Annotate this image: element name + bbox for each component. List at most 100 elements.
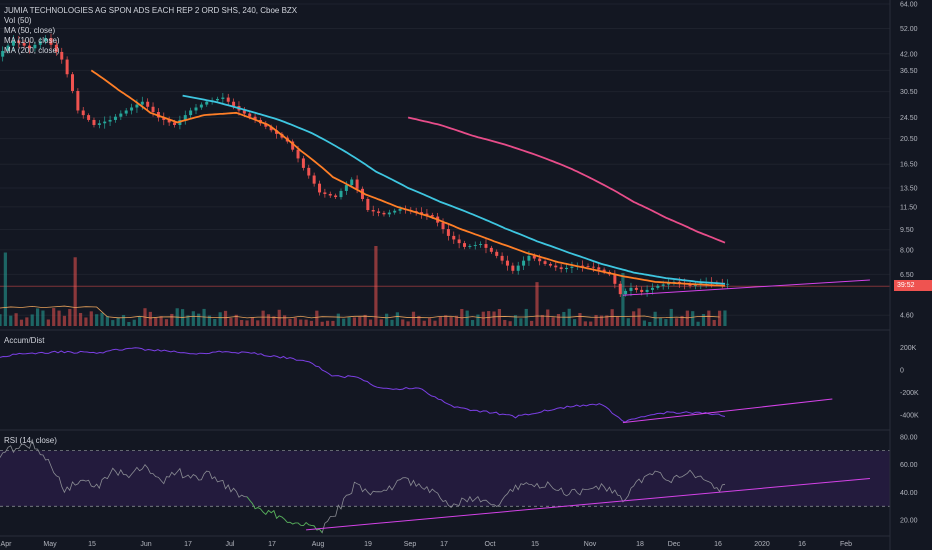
candle-body [618, 283, 622, 295]
accum-tick-label: -200K [900, 390, 919, 397]
volume-bar [293, 317, 297, 326]
accum-pane[interactable]: 200K 0 -200K -400K [0, 345, 919, 424]
time-axis[interactable]: Apr May 15 Jun 17 Jul 17 Aug 19 Sep 17 Oct 15 Nov 18 De… [1, 541, 853, 548]
candle-body [54, 44, 58, 52]
price-axis[interactable]: 64.00 52.00 42.00 36.50 30.50 24.50 20.50 16.50… [900, 2, 918, 320]
price-tick-label: 6.50 [900, 272, 914, 279]
candle-body [500, 255, 504, 261]
candle-body [565, 267, 569, 270]
volume-bar [309, 320, 314, 326]
volume-bar [605, 315, 609, 326]
volume-bar [583, 321, 587, 326]
volume-bar [385, 313, 389, 326]
rsi-legend[interactable]: RSI (14, close) [4, 436, 57, 446]
candle-body [382, 212, 386, 215]
volume-bar [470, 320, 475, 326]
candle-body [452, 235, 456, 240]
volume-bar [186, 315, 190, 326]
volume-bar [191, 311, 195, 326]
candle-body [328, 193, 332, 196]
candle-body [103, 121, 107, 124]
volume-bar [57, 310, 61, 326]
candle-body [726, 283, 730, 285]
price-trendline[interactable] [622, 279, 870, 296]
volume-bar [685, 310, 689, 326]
candle-body [183, 115, 187, 120]
volume-bar [52, 308, 56, 326]
rsi-trendline[interactable] [306, 477, 870, 531]
candle-body [264, 123, 268, 127]
candle-body [393, 210, 397, 213]
rsi-axis[interactable]: 80.00 60.00 40.00 20.00 [900, 434, 918, 524]
candle-body [355, 179, 359, 189]
legend-ma50[interactable]: MA (50, close) [4, 26, 56, 35]
candle-body [489, 247, 493, 252]
candle-body [113, 116, 117, 120]
volume-bar [218, 312, 222, 326]
volume-bar [406, 321, 410, 326]
candle-body [135, 104, 139, 108]
rsi-band [0, 450, 890, 507]
volume-bar [454, 315, 459, 326]
candle-body [65, 59, 69, 75]
volume-bar [62, 315, 67, 326]
price-pane[interactable]: 64.00 52.00 42.00 36.50 30.50 24.50 20.50 16.50… [0, 2, 918, 327]
candle-body [554, 265, 558, 268]
time-tick-label: May [43, 541, 57, 548]
candle-body [586, 266, 590, 267]
candle-body [70, 74, 74, 91]
volume-bar [390, 319, 394, 326]
candle-body [232, 101, 236, 107]
volume-bar [170, 313, 174, 326]
time-tick-label: 17 [268, 541, 276, 548]
candle-body [44, 38, 48, 42]
chart-legend: JUMIA TECHNOLOGIES AG SPON ADS EACH REP … [4, 6, 297, 56]
candle-body [92, 119, 96, 125]
rsi-title: RSI (14, close) [4, 436, 57, 445]
volume-bar [626, 318, 630, 326]
candle-body [81, 110, 85, 116]
candle-body [248, 113, 252, 117]
volume-bar [621, 272, 625, 326]
volume-bar [261, 310, 265, 326]
volume-bar [701, 314, 706, 326]
candle-body [425, 213, 429, 216]
candle-body [1, 51, 5, 57]
time-tick-label: 19 [364, 541, 372, 548]
volume-bar [535, 282, 539, 326]
rsi-pane[interactable]: 80.00 60.00 40.00 20.00 [0, 434, 918, 534]
candle-body [11, 40, 15, 46]
volume-bar [121, 315, 126, 326]
candle-body [162, 117, 166, 120]
volume-bar [41, 310, 45, 326]
symbol-title[interactable]: JUMIA TECHNOLOGIES AG SPON ADS EACH REP … [4, 6, 298, 15]
volume-bar [116, 317, 120, 326]
accum-trendline[interactable] [622, 398, 833, 424]
legend-ma200[interactable]: MA (200, close) [4, 46, 60, 55]
volume-bar [266, 314, 271, 326]
candle-body [87, 115, 91, 120]
legend-volume[interactable]: Vol (50) [4, 16, 32, 25]
volume-bar [347, 316, 351, 326]
volume-bar [148, 311, 152, 326]
candle-body [640, 289, 644, 292]
volume-bar [325, 320, 330, 326]
volume-bar [572, 319, 577, 326]
accum-axis[interactable]: 200K 0 -200K -400K [900, 345, 919, 420]
candle-body [377, 211, 381, 213]
volume-bar [444, 315, 448, 326]
candle-body [360, 188, 364, 199]
volume-ma-line [0, 305, 720, 319]
candle-body [463, 243, 467, 247]
candle-body [624, 290, 628, 295]
volume-bar [358, 316, 362, 326]
time-tick-label: Aug [312, 541, 325, 548]
volume-bar [449, 316, 453, 326]
volume-bar [164, 319, 169, 326]
ma50-line [90, 69, 726, 287]
volume-bar [492, 311, 496, 326]
volume-bar [723, 310, 727, 326]
accum-legend[interactable]: Accum/Dist [4, 336, 44, 346]
legend-ma100[interactable]: MA (100, close) [4, 36, 60, 45]
